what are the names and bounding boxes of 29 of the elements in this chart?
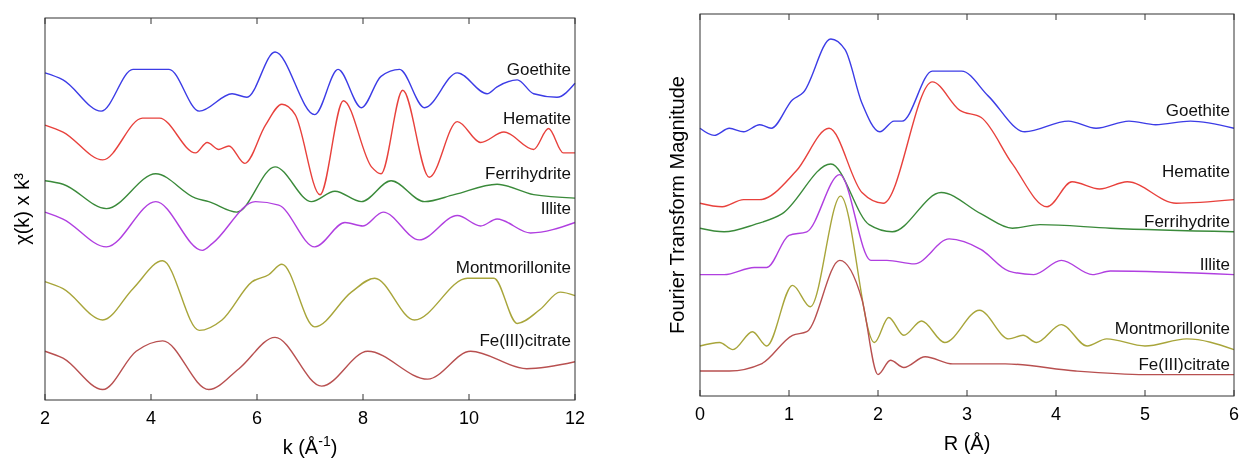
x-tick-label: 6 [1228, 404, 1240, 424]
x-tick-label: 0 [694, 404, 706, 424]
x-tick-label: 4 [145, 408, 157, 428]
x-tick-label: 5 [1139, 404, 1151, 424]
x-tick-label: 4 [1050, 404, 1062, 424]
series-label: Goethite [506, 59, 571, 79]
y-axis-title: Fourier Transform Magnitude [666, 76, 688, 334]
x-tick-label: 6 [251, 408, 263, 428]
series-label: Hematite [1161, 161, 1230, 181]
x-tick-label: 1 [783, 404, 795, 424]
x-axis-title: R (Å) [943, 432, 991, 454]
series-label: Illite [1199, 254, 1230, 274]
x-tick-label: 3 [961, 404, 973, 424]
series-label: Montmorillonite [455, 258, 571, 278]
y-axis-title: χ(k) x k³ [11, 172, 33, 245]
series-label: Fe(III)citrate [479, 331, 571, 351]
series-label: Montmorillonite [1114, 318, 1230, 338]
x-tick-label: 12 [564, 408, 586, 428]
x-tick-label: 8 [357, 408, 369, 428]
x-tick-label: 2 [872, 404, 884, 424]
x-tick-label: 2 [39, 408, 51, 428]
series-label: Illite [540, 199, 571, 219]
series-label: Hematite [502, 108, 571, 128]
x-tick-label: 10 [458, 408, 480, 428]
series-label: Ferrihydrite [485, 164, 571, 184]
x-axis-title: k (Å$^{-1}$) [282, 433, 338, 458]
series-label: Goethite [1165, 101, 1230, 121]
series-label: Fe(III)citrate [1138, 354, 1230, 374]
series-label: Ferrihydrite [1144, 211, 1230, 231]
